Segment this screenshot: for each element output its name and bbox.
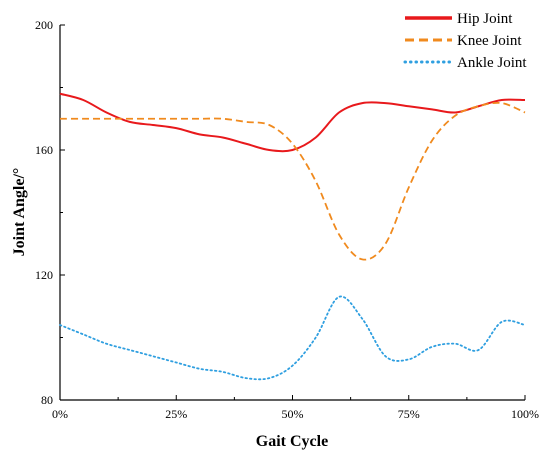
legend-label: Hip Joint xyxy=(457,11,513,27)
x-axis-title: Gait Cycle xyxy=(256,433,328,450)
y-tick-label: 120 xyxy=(35,268,53,282)
y-axis-title: Joint Angle/° xyxy=(11,168,28,257)
series-line-hip-joint xyxy=(59,92,526,153)
series-line-knee-joint xyxy=(59,101,526,261)
legend: Hip Joint Knee Joint Ankle Joint xyxy=(403,11,527,71)
x-axis-ticks: 0% 25% 50% 75% 100% xyxy=(52,395,539,421)
x-tick-label: 100% xyxy=(511,407,539,421)
x-tick-label: 0% xyxy=(52,407,68,421)
x-tick-label: 25% xyxy=(165,407,187,421)
x-tick-label: 50% xyxy=(282,407,304,421)
y-tick-label: 80 xyxy=(41,393,53,407)
y-tick-label: 160 xyxy=(35,143,53,157)
legend-label: Ankle Joint xyxy=(457,55,527,71)
x-tick-label: 75% xyxy=(398,407,420,421)
legend-label: Knee Joint xyxy=(457,33,522,49)
y-tick-label: 200 xyxy=(35,18,53,32)
plot-area xyxy=(59,25,525,401)
series-line-ankle-joint xyxy=(59,295,526,381)
y-axis-ticks: 80 120 160 200 xyxy=(35,18,65,407)
series-layer xyxy=(59,92,526,381)
